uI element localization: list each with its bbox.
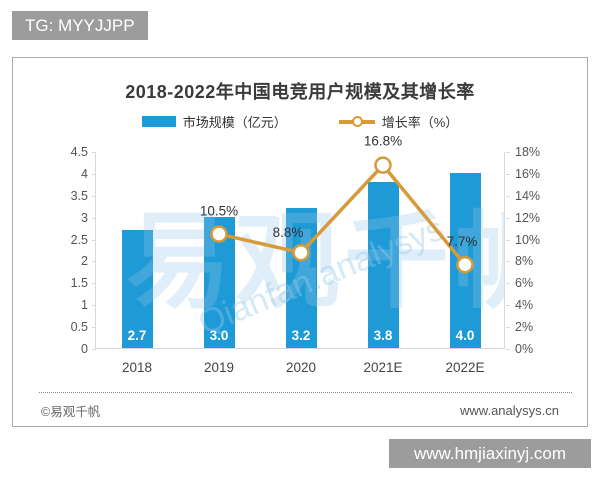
left-axis-tickmark [92, 327, 96, 329]
growth-point-marker-2019 [210, 225, 228, 243]
bar-2020: 3.2 [285, 207, 317, 348]
footer-divider [39, 392, 572, 393]
growth-point-label-2020: 8.8% [273, 225, 304, 240]
legend-item-market-size: 市场规模（亿元） [141, 112, 287, 131]
left-axis-tick-label: 0.5 [70, 320, 88, 335]
right-axis-tick-label: 8% [515, 254, 534, 269]
x-axis-label-2019: 2019 [203, 360, 235, 375]
x-axis-label-2018: 2018 [121, 360, 153, 375]
right-axis-tickmark [506, 349, 510, 350]
right-axis-tick-label: 4% [515, 298, 534, 313]
right-axis-tick-label: 6% [515, 276, 534, 291]
growth-point-marker-2022E [456, 255, 474, 274]
right-axis-tickmark [506, 173, 510, 175]
right-axis-tickmark [506, 261, 510, 263]
right-axis-tick-label: 0% [515, 342, 534, 356]
right-axis-tick-label: 2% [515, 320, 534, 335]
right-axis-tick-label: 12% [515, 210, 541, 225]
right-axis-tickmark [506, 217, 510, 219]
left-axis-tick-label: 3 [81, 210, 88, 225]
plot-area: 0 0.5 1 1.5 2 2.5 3 3.5 4 4.5 0% 2% 4% 6% 8% 10% 12% 14%… [71, 134, 540, 375]
legend-label-market-size: 市场规模（亿元） [182, 115, 287, 130]
bar-2018: 2.7 [121, 229, 153, 348]
data-source-credit: ©易观千帆 [41, 405, 101, 419]
left-axis-tickmark [92, 261, 96, 263]
growth-point-label-2019: 10.5% [200, 204, 238, 219]
left-axis-tick-label: 0 [81, 342, 88, 356]
site-badge: www.hmjiaxinyj.com [389, 439, 591, 468]
growth-rate-line [218, 162, 467, 266]
left-axis-tickmark [92, 195, 96, 197]
right-axis-tickmark [506, 283, 510, 285]
left-axis-tick-label: 1.5 [70, 276, 88, 291]
left-axis-tick-label: 2 [81, 254, 88, 269]
bar-value-label: 3.0 [209, 328, 229, 343]
left-axis-tickmark [92, 283, 96, 285]
right-axis-tick-label: 10% [515, 232, 541, 247]
chart-legend: 市场规模（亿元） 增长率（%） [13, 112, 587, 131]
bar-value-label: 3.8 [373, 328, 393, 343]
bar-series-swatch-icon [141, 116, 176, 127]
source-website-link[interactable]: www.analysys.cn [460, 403, 559, 418]
left-axis-tick-label: 4 [81, 166, 88, 181]
chart-card: 2018-2022年中国电竞用户规模及其增长率 市场规模（亿元） 增长率（%） … [12, 57, 588, 427]
right-axis-tick-label: 14% [515, 188, 541, 203]
left-axis-tickmark [92, 349, 96, 350]
tg-badge: TG: MYYJJPP [12, 11, 148, 40]
left-axis-tick-label: 3.5 [70, 188, 88, 203]
left-axis-tickmark [92, 152, 96, 153]
right-axis-tickmark [506, 152, 510, 153]
right-axis-tick-label: 16% [515, 166, 541, 181]
bar-2021E: 3.8 [367, 181, 399, 348]
right-axis-tick-label: 18% [515, 145, 541, 159]
x-axis-label-2020: 2020 [285, 360, 317, 375]
growth-point-label-2022E: 7.7% [447, 234, 478, 249]
right-axis-tickmark [506, 327, 510, 329]
site-badge-text: www.hmjiaxinyj.com [413, 444, 567, 463]
left-axis-tick-label: 2.5 [70, 232, 88, 247]
growth-line-layer: 10.5% 8.8% 16.8% 7.7% [200, 134, 478, 274]
growth-point-marker-2020 [292, 243, 310, 262]
right-axis-tickmark [506, 305, 510, 307]
bar-value-label: 2.7 [127, 328, 147, 343]
line-series-marker-icon [338, 115, 375, 127]
right-axis-tickmark [506, 239, 510, 241]
card-footer: ©易观千帆 www.analysys.cn [41, 401, 559, 420]
legend-item-growth-rate: 增长率（%） [338, 112, 459, 131]
tg-badge-text: TG: MYYJJPP [25, 16, 135, 35]
x-axis-label-2021E: 2021E [363, 360, 403, 375]
bar-value-label: 4.0 [455, 328, 475, 343]
left-axis-tickmark [92, 217, 96, 219]
growth-point-marker-2021E [374, 156, 392, 174]
bar-value-label: 3.2 [291, 328, 311, 343]
x-axis-label-2022E: 2022E [445, 360, 485, 375]
legend-label-growth-rate: 增长率（%） [381, 115, 459, 130]
growth-point-label-2021E: 16.8% [364, 134, 402, 149]
left-axis-tickmark [92, 305, 96, 307]
left-axis-tickmark [92, 173, 96, 175]
chart-title: 2018-2022年中国电竞用户规模及其增长率 [125, 82, 475, 102]
right-axis-tickmark [506, 195, 510, 197]
left-axis-tickmark [92, 239, 96, 241]
left-axis-tick-label: 1 [81, 298, 88, 313]
left-axis-tick-label: 4.5 [70, 145, 88, 159]
